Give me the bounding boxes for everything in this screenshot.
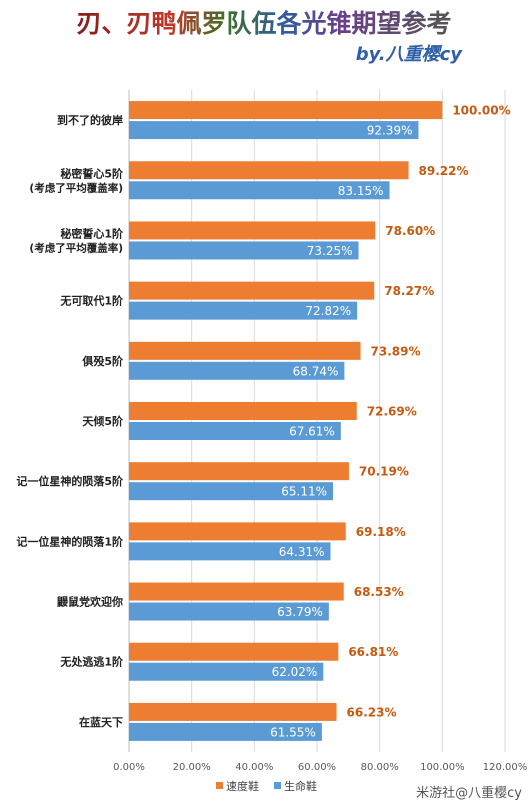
data-label-speed-boots: 68.53% xyxy=(354,585,404,599)
category-labels: 到不了的彼岸秘密誓心5阶(考虑了平均覆盖率)秘密誓心1阶(考虑了平均覆盖率)无可… xyxy=(16,113,124,729)
bar-hp-boots xyxy=(129,482,334,501)
data-label-hp-boots: 67.61% xyxy=(289,425,335,439)
legend-label: 速度鞋 xyxy=(226,779,259,793)
category-label: 天倾5阶 xyxy=(82,414,124,428)
x-tick-label: 120.00% xyxy=(483,762,528,773)
legend: 速度鞋 生命鞋 xyxy=(216,779,317,793)
bar-hp-boots xyxy=(129,542,331,561)
data-label-hp-boots: 64.31% xyxy=(279,545,325,559)
bar-speed-boots xyxy=(129,221,376,240)
chart-title: 刃、刃鸭佩罗队伍各光锥期望参考 xyxy=(76,9,451,38)
data-label-hp-boots: 92.39% xyxy=(367,124,413,138)
bar-speed-boots xyxy=(129,101,443,120)
bar-speed-boots xyxy=(129,582,344,601)
x-tick-label: 20.00% xyxy=(173,762,211,773)
legend-label: 生命鞋 xyxy=(284,779,317,793)
category-label: 俱殁5阶 xyxy=(81,354,124,368)
data-label-hp-boots: 65.11% xyxy=(281,485,327,499)
data-label-speed-boots: 72.69% xyxy=(367,405,417,419)
bar-hp-boots xyxy=(129,301,358,320)
bar-hp-boots xyxy=(129,361,345,380)
data-label-hp-boots: 63.79% xyxy=(277,605,323,619)
data-label-hp-boots: 72.82% xyxy=(305,304,351,318)
x-tick-label: 80.00% xyxy=(361,762,399,773)
category-label: 在蓝天下 xyxy=(79,715,123,729)
bar-hp-boots xyxy=(129,722,322,741)
bar-speed-boots xyxy=(129,341,361,360)
category-label: (考虑了平均覆盖率) xyxy=(29,181,123,194)
legend-swatch xyxy=(216,782,223,789)
category-label: 鼹鼠党欢迎你 xyxy=(56,595,123,609)
bars: 100.00% 92.39% 89.22% 83.15% 78.60% 73.25% 78.… xyxy=(129,101,511,741)
category-label: 记一位星神的陨落5阶 xyxy=(16,474,124,488)
category-label: 无处逃逃1阶 xyxy=(59,655,124,669)
data-label-speed-boots: 78.27% xyxy=(384,284,434,298)
bar-hp-boots xyxy=(129,422,341,440)
bar-speed-boots xyxy=(129,281,375,300)
legend-swatch xyxy=(274,782,281,789)
chart-subtitle: by.八重樱cy xyxy=(356,44,463,65)
data-label-hp-boots: 83.15% xyxy=(338,184,384,198)
category-label: 秘密誓心1阶 xyxy=(60,226,124,240)
bar-hp-boots xyxy=(129,602,329,621)
bar-speed-boots xyxy=(129,161,409,180)
x-tick-labels: 0.00% 20.00% 40.00% 60.00% 80.00% 100.00% 120.… xyxy=(113,762,527,773)
data-label-speed-boots: 73.89% xyxy=(371,344,421,358)
bar-speed-boots xyxy=(129,702,337,721)
category-label: 记一位星神的陨落1阶 xyxy=(16,534,124,548)
data-label-speed-boots: 66.81% xyxy=(348,645,398,659)
data-label-hp-boots: 73.25% xyxy=(307,244,353,258)
data-label-speed-boots: 100.00% xyxy=(452,104,510,118)
gridlines xyxy=(128,90,506,752)
data-label-speed-boots: 69.18% xyxy=(356,525,406,539)
x-tick-label: 0.00% xyxy=(113,762,145,773)
bar-hp-boots xyxy=(129,662,324,681)
x-tick-label: 100.00% xyxy=(420,762,465,773)
bar-speed-boots xyxy=(129,462,349,481)
bar-speed-boots xyxy=(129,522,346,541)
category-label: 到不了的彼岸 xyxy=(57,113,123,127)
data-label-hp-boots: 61.55% xyxy=(270,725,316,739)
bar-hp-boots xyxy=(129,241,359,260)
data-label-speed-boots: 70.19% xyxy=(359,465,409,479)
watermark: 米游社@八重樱cy xyxy=(416,785,522,801)
data-label-speed-boots: 66.23% xyxy=(347,705,397,719)
bar-hp-boots xyxy=(129,121,419,140)
data-label-speed-boots: 89.22% xyxy=(419,164,469,178)
bar-hp-boots xyxy=(129,181,390,200)
category-label: 秘密誓心5阶 xyxy=(60,166,124,180)
x-tick-label: 60.00% xyxy=(298,762,336,773)
bar-speed-boots xyxy=(129,642,339,661)
data-label-speed-boots: 78.60% xyxy=(385,224,435,238)
data-label-hp-boots: 68.74% xyxy=(293,364,339,378)
x-tick-label: 40.00% xyxy=(235,762,273,773)
bar-speed-boots xyxy=(129,402,357,420)
category-label: (考虑了平均覆盖率) xyxy=(29,241,123,254)
category-label: 无可取代1阶 xyxy=(59,294,124,308)
data-label-hp-boots: 62.02% xyxy=(272,665,318,679)
